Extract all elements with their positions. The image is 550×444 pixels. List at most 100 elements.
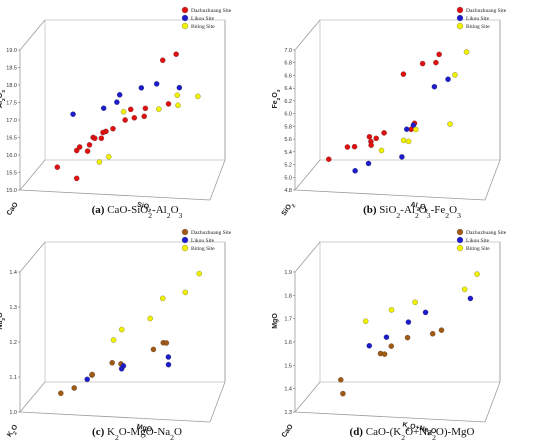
data-point [419, 60, 426, 67]
data-point [71, 385, 77, 391]
z-tick-label: 6.8 [284, 61, 292, 67]
data-point [150, 346, 157, 353]
z-tick-label: 15.5 [6, 171, 17, 177]
data-point [378, 147, 385, 154]
data-point [120, 108, 127, 115]
z-tick-label: 1.4 [9, 270, 17, 276]
frame-edge [294, 19, 321, 51]
data-point [436, 51, 442, 58]
data-point [86, 142, 93, 148]
z-tick-label: 18.0 [6, 83, 17, 89]
data-point [365, 160, 372, 167]
data-point [344, 144, 351, 150]
frame-edge [19, 241, 46, 273]
legend-label: Biting Site [466, 24, 490, 30]
back-wall [319, 241, 501, 383]
data-point [156, 106, 162, 112]
z-tick-label: 17.0 [6, 118, 17, 124]
z-tick-label: 1.5 [284, 363, 292, 369]
legend-marker [181, 22, 189, 30]
frame-edge [294, 159, 321, 191]
data-point [338, 377, 344, 383]
data-point [147, 315, 153, 322]
y-axis-label: CaO [6, 201, 20, 217]
z-tick-label: 1.2 [9, 340, 17, 346]
frame-edge [19, 381, 46, 413]
z-axis-label: Fe2O3 [272, 89, 282, 108]
z-tick-label: 1.9 [284, 270, 292, 276]
y-axis-label: CaO [281, 423, 295, 439]
back-wall [319, 19, 501, 161]
data-point [400, 137, 407, 144]
data-point [76, 144, 83, 150]
frame-edge [209, 159, 226, 201]
data-point [403, 126, 410, 132]
legend-marker [456, 236, 464, 244]
panel-caption: (c) K2O-MgO-Na2O [92, 426, 182, 442]
panel-caption: (a) CaO-SiO2-Al2O3 [92, 204, 183, 220]
data-point [163, 340, 170, 346]
data-point [438, 327, 445, 333]
data-point [373, 135, 379, 142]
data-point [452, 72, 458, 78]
chart-panel-c: 1.0 1.1 1.2 1.3 1.4 Na2O MgO K2O Dazhuzhuang Sit… [0, 228, 232, 442]
data-point [138, 85, 145, 91]
data-point [429, 331, 436, 337]
data-point [58, 390, 64, 396]
data-point [388, 343, 395, 349]
data-point [119, 326, 125, 333]
z-tick-label: 5.6 [284, 137, 292, 143]
data-point [404, 334, 411, 341]
data-point [461, 286, 468, 293]
data-point [352, 168, 358, 174]
z-tick-label: 7.0 [284, 48, 292, 54]
frame-edge [19, 189, 211, 201]
legend-marker [456, 6, 464, 14]
frame-edge [19, 19, 46, 51]
frame-edge [19, 411, 211, 423]
data-point [326, 156, 332, 162]
frame-edge [484, 159, 501, 201]
z-tick-label: 16.0 [6, 153, 17, 159]
legend-marker [181, 228, 189, 236]
legend-label: Dazhuzhuang Site [466, 230, 507, 236]
z-tick-label: 1.0 [9, 410, 17, 416]
legend-marker [456, 22, 464, 30]
data-point [100, 105, 107, 111]
panel-caption: (d) CaO-(K2O+Na2O)-MgO [350, 426, 475, 442]
data-point [73, 175, 80, 182]
data-point [110, 337, 117, 343]
data-point [174, 92, 180, 98]
data-point [165, 361, 172, 368]
data-point [89, 371, 95, 378]
data-point [114, 99, 120, 105]
frame-edge [294, 381, 321, 413]
data-point [159, 57, 166, 64]
data-point [106, 154, 112, 160]
z-tick-label: 18.5 [6, 66, 17, 72]
frame-edge [294, 241, 321, 273]
z-tick-label: 5.2 [284, 163, 292, 169]
x-axis-label: Al2O3 [409, 201, 429, 214]
data-point [92, 135, 98, 142]
data-point [447, 121, 453, 127]
y-axis-label: SiO2 [281, 201, 297, 219]
data-point [54, 164, 61, 170]
data-point [433, 59, 439, 66]
frame-edge [294, 411, 486, 423]
back-wall [44, 241, 226, 383]
data-point [413, 126, 419, 133]
z-tick-label: 4.8 [284, 188, 292, 194]
z-tick-label: 6.0 [284, 112, 292, 118]
data-point [84, 148, 91, 154]
legend-label: Likou Site [466, 238, 490, 244]
legend-label: Biting Site [466, 246, 490, 252]
data-point [340, 390, 346, 397]
data-point [182, 289, 188, 296]
data-point [399, 154, 405, 160]
legend-marker [456, 228, 464, 236]
z-tick-label: 5.4 [284, 150, 292, 156]
legend-label: Dazhuzhuang Site [191, 230, 232, 236]
z-axis-label: Al2O3 [0, 90, 7, 108]
